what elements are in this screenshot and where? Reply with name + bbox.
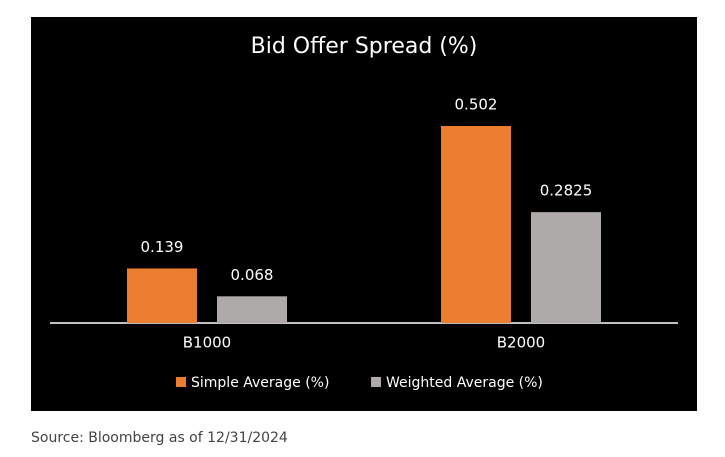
legend-label: Weighted Average (%) (386, 375, 543, 391)
bar (217, 296, 287, 323)
legend-label: Simple Average (%) (191, 375, 329, 391)
x-tick-label: B2000 (497, 334, 545, 352)
chart-title: Bid Offer Spread (%) (251, 34, 478, 59)
bar (441, 126, 511, 323)
data-label: 0.502 (455, 96, 498, 114)
source-note: Source: Bloomberg as of 12/31/2024 (31, 430, 288, 446)
x-tick-label: B1000 (183, 334, 231, 352)
legend-swatch (176, 377, 186, 387)
bar (127, 268, 197, 323)
data-label: 0.2825 (540, 182, 593, 200)
data-label: 0.139 (141, 238, 184, 256)
data-label: 0.068 (231, 266, 274, 284)
bar (531, 212, 601, 323)
legend-swatch (371, 377, 381, 387)
